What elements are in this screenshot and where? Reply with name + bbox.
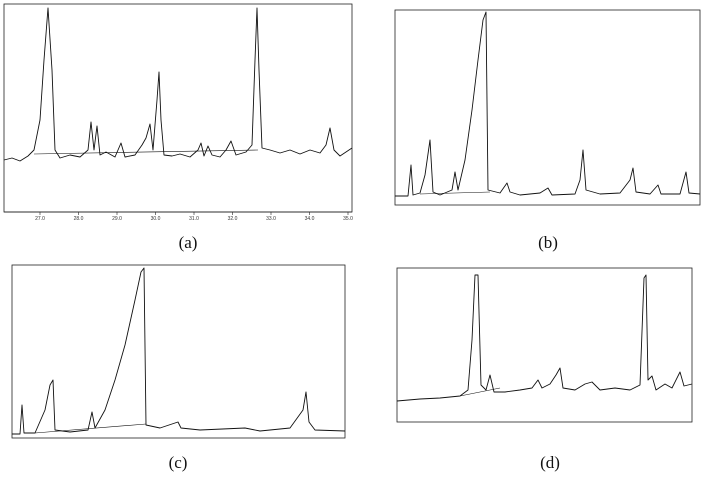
plot-frame	[3, 3, 353, 213]
baseline	[33, 149, 259, 155]
plot-frame	[11, 264, 346, 439]
baseline	[419, 191, 491, 195]
caption: (a)	[179, 233, 198, 252]
x-tick-label: 27.0	[35, 216, 45, 222]
chromatogram-trace	[396, 274, 693, 402]
x-tick-label: 30.0	[151, 216, 161, 222]
panel-c: (c)	[11, 264, 346, 472]
x-tick-label: 28.0	[74, 216, 84, 222]
x-tick-label: 34.0	[305, 216, 315, 222]
caption: (d)	[540, 453, 560, 472]
plot-frame	[396, 267, 693, 423]
panel-a: 27.0 28.0 29.0 30.0 31.0 32.0 33.0 34.0 35.0 (a)	[3, 3, 353, 252]
chromatogram-trace	[395, 11, 701, 197]
x-tick-label: 32.0	[228, 216, 238, 222]
x-tick-label: 33.0	[266, 216, 276, 222]
caption: (c)	[169, 453, 188, 472]
x-tick-label: 35.0	[343, 216, 353, 222]
plot-frame	[394, 9, 701, 206]
panel-b: (b)	[394, 9, 701, 252]
x-tick-label: 29.0	[112, 216, 122, 222]
baseline	[34, 423, 147, 434]
x-tick-label: 31.0	[189, 216, 199, 222]
x-tick-labels: 27.0 28.0 29.0 30.0 31.0 32.0 33.0 34.0 35.0	[35, 212, 353, 222]
caption: (b)	[538, 233, 558, 252]
baseline	[459, 387, 501, 397]
panel-d: (d)	[396, 267, 693, 472]
chromatogram-trace	[12, 267, 346, 435]
chromatogram-trace	[3, 7, 353, 162]
